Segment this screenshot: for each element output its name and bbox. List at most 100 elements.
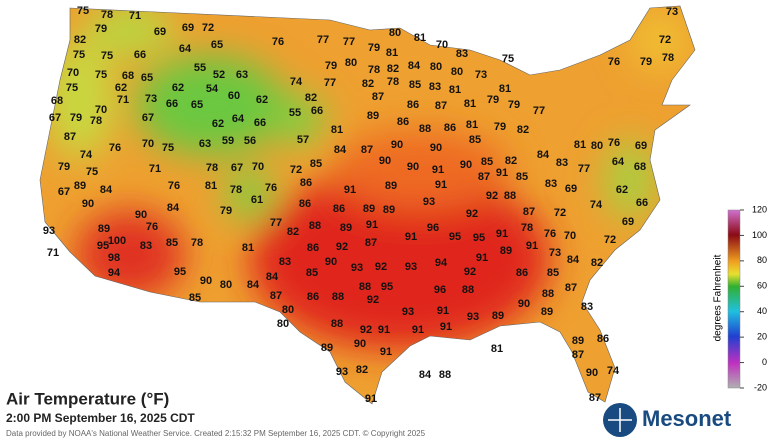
station-temperature: 54 [206,83,219,95]
station-temperature: 65 [211,39,223,51]
colorbar-tick-label: 20 [757,332,767,342]
station-temperature: 81 [414,32,426,44]
station-temperature: 93 [467,311,479,323]
station-temperature: 92 [367,294,379,306]
station-temperature: 88 [504,190,516,202]
station-temperature: 76 [168,180,180,192]
station-temperature: 72 [290,164,302,176]
station-temperature: 91 [366,219,378,231]
station-temperature: 67 [49,112,61,124]
station-temperature: 66 [134,49,146,61]
station-temperature: 86 [307,291,319,303]
station-temperature: 90 [460,159,472,171]
station-temperature: 93 [336,366,348,378]
station-temperature: 86 [597,333,609,345]
station-temperature: 81 [466,119,478,131]
station-temperature: 88 [332,291,344,303]
station-temperature: 91 [476,252,488,264]
station-temperature: 83 [556,157,568,169]
station-temperature: 85 [469,134,481,146]
station-temperature: 84 [408,60,421,72]
station-temperature: 90 [430,142,442,154]
station-temperature: 89 [385,180,397,192]
station-temperature: 82 [305,92,317,104]
station-temperature: 82 [387,63,399,75]
station-temperature: 71 [129,10,141,22]
colorbar-tick-label: 60 [757,281,767,291]
station-temperature: 89 [500,245,512,257]
station-temperature: 79 [640,56,652,68]
station-temperature: 79 [70,112,82,124]
station-temperature: 78 [90,115,102,127]
station-temperature: 74 [607,365,620,377]
station-temperature: 82 [362,78,374,90]
station-temperature: 62 [616,184,628,196]
station-temperature: 87 [365,237,377,249]
station-temperature: 52 [213,69,225,81]
colorbar-tick-label: 80 [757,255,767,265]
colorbar [727,209,741,389]
station-temperature: 70 [252,161,264,173]
station-temperature: 68 [122,70,134,82]
station-temperature: 78 [387,76,399,88]
station-temperature: 77 [317,34,329,46]
station-temperature: 72 [659,34,671,46]
station-temperature: 77 [324,77,336,89]
station-temperature: 79 [368,42,380,54]
station-temperature: 65 [141,72,153,84]
station-temperature: 82 [505,155,517,167]
station-temperature: 96 [434,284,446,296]
station-temperature: 81 [242,242,254,254]
station-temperature: 76 [146,221,158,233]
station-temperature: 90 [354,338,366,350]
station-temperature: 76 [272,36,284,48]
station-temperature: 64 [612,156,625,168]
station-temperature: 84 [567,254,580,266]
station-temperature: 90 [200,275,212,287]
station-temperature: 82 [591,257,603,269]
station-temperature: 89 [98,223,110,235]
station-temperature: 81 [205,180,217,192]
station-temperature: 67 [58,186,70,198]
station-temperature: 88 [462,284,474,296]
station-temperature: 79 [58,161,70,173]
station-temperature: 82 [517,124,529,136]
station-temperature: 85 [306,267,318,279]
station-temperature: 76 [608,56,620,68]
station-temperature: 88 [419,123,431,135]
station-temperature: 85 [409,79,421,91]
station-temperature: 72 [604,234,616,246]
station-temperature: 87 [572,349,584,361]
station-temperature: 90 [325,256,337,268]
station-temperature: 93 [43,225,55,237]
station-temperature: 82 [74,34,86,46]
station-temperature: 70 [67,67,79,79]
station-temperature: 89 [572,335,584,347]
station-temperature: 77 [578,163,590,175]
station-temperature: 75 [502,53,514,65]
station-temperature: 90 [586,367,598,379]
station-temperature: 70 [436,39,448,51]
station-temperature: 91 [440,321,452,333]
station-temperature: 88 [439,369,451,381]
station-temperature: 91 [380,346,392,358]
station-temperature: 77 [270,217,282,229]
station-temperature: 87 [565,282,577,294]
station-temperature: 95 [449,231,461,243]
station-temperature: 90 [379,155,391,167]
station-temperature: 78 [101,9,113,21]
station-temperature: 63 [199,138,211,150]
station-temperature: 86 [333,203,345,215]
station-temperature: 67 [231,162,243,174]
station-temperature: 69 [154,26,166,38]
station-temperature: 76 [608,137,620,149]
station-temperature: 88 [309,220,321,232]
station-temperature: 80 [389,27,401,39]
station-temperature: 75 [77,5,89,17]
station-temperature: 92 [375,261,387,273]
station-temperature: 91 [496,167,508,179]
station-temperature: 78 [662,52,674,64]
station-temperature: 95 [174,266,186,278]
